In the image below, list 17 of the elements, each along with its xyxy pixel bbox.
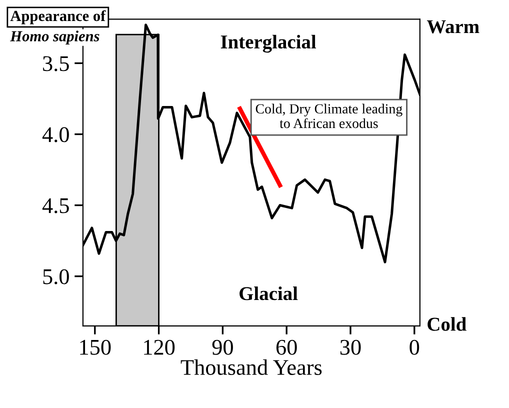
text: Warm <box>426 20 480 34</box>
x-tick-label: 90 <box>212 340 233 355</box>
x-tick-label: 120 <box>144 340 175 355</box>
x-tick-label: 0 <box>410 340 420 355</box>
x-tick-label: 150 <box>80 340 111 355</box>
y-tick-label: 4.5 <box>42 198 69 214</box>
text: Appearance of Homo sapiens <box>10 10 106 44</box>
annotation: Interglacial <box>220 34 316 53</box>
annotation: Glacial <box>240 286 298 300</box>
annotation: Cold, Dry Climate leading to African exodus <box>256 104 402 128</box>
x-tick-label: 60 <box>276 340 297 355</box>
y-tick-label: 4.0 <box>42 127 69 142</box>
text: Cold <box>428 317 466 331</box>
x-axis-title: Thousand Years <box>180 359 322 375</box>
y-tick-label: 5.0 <box>43 269 69 284</box>
x-tick-label: 30 <box>340 340 361 355</box>
y-tick-label: 3.5 <box>43 56 69 72</box>
